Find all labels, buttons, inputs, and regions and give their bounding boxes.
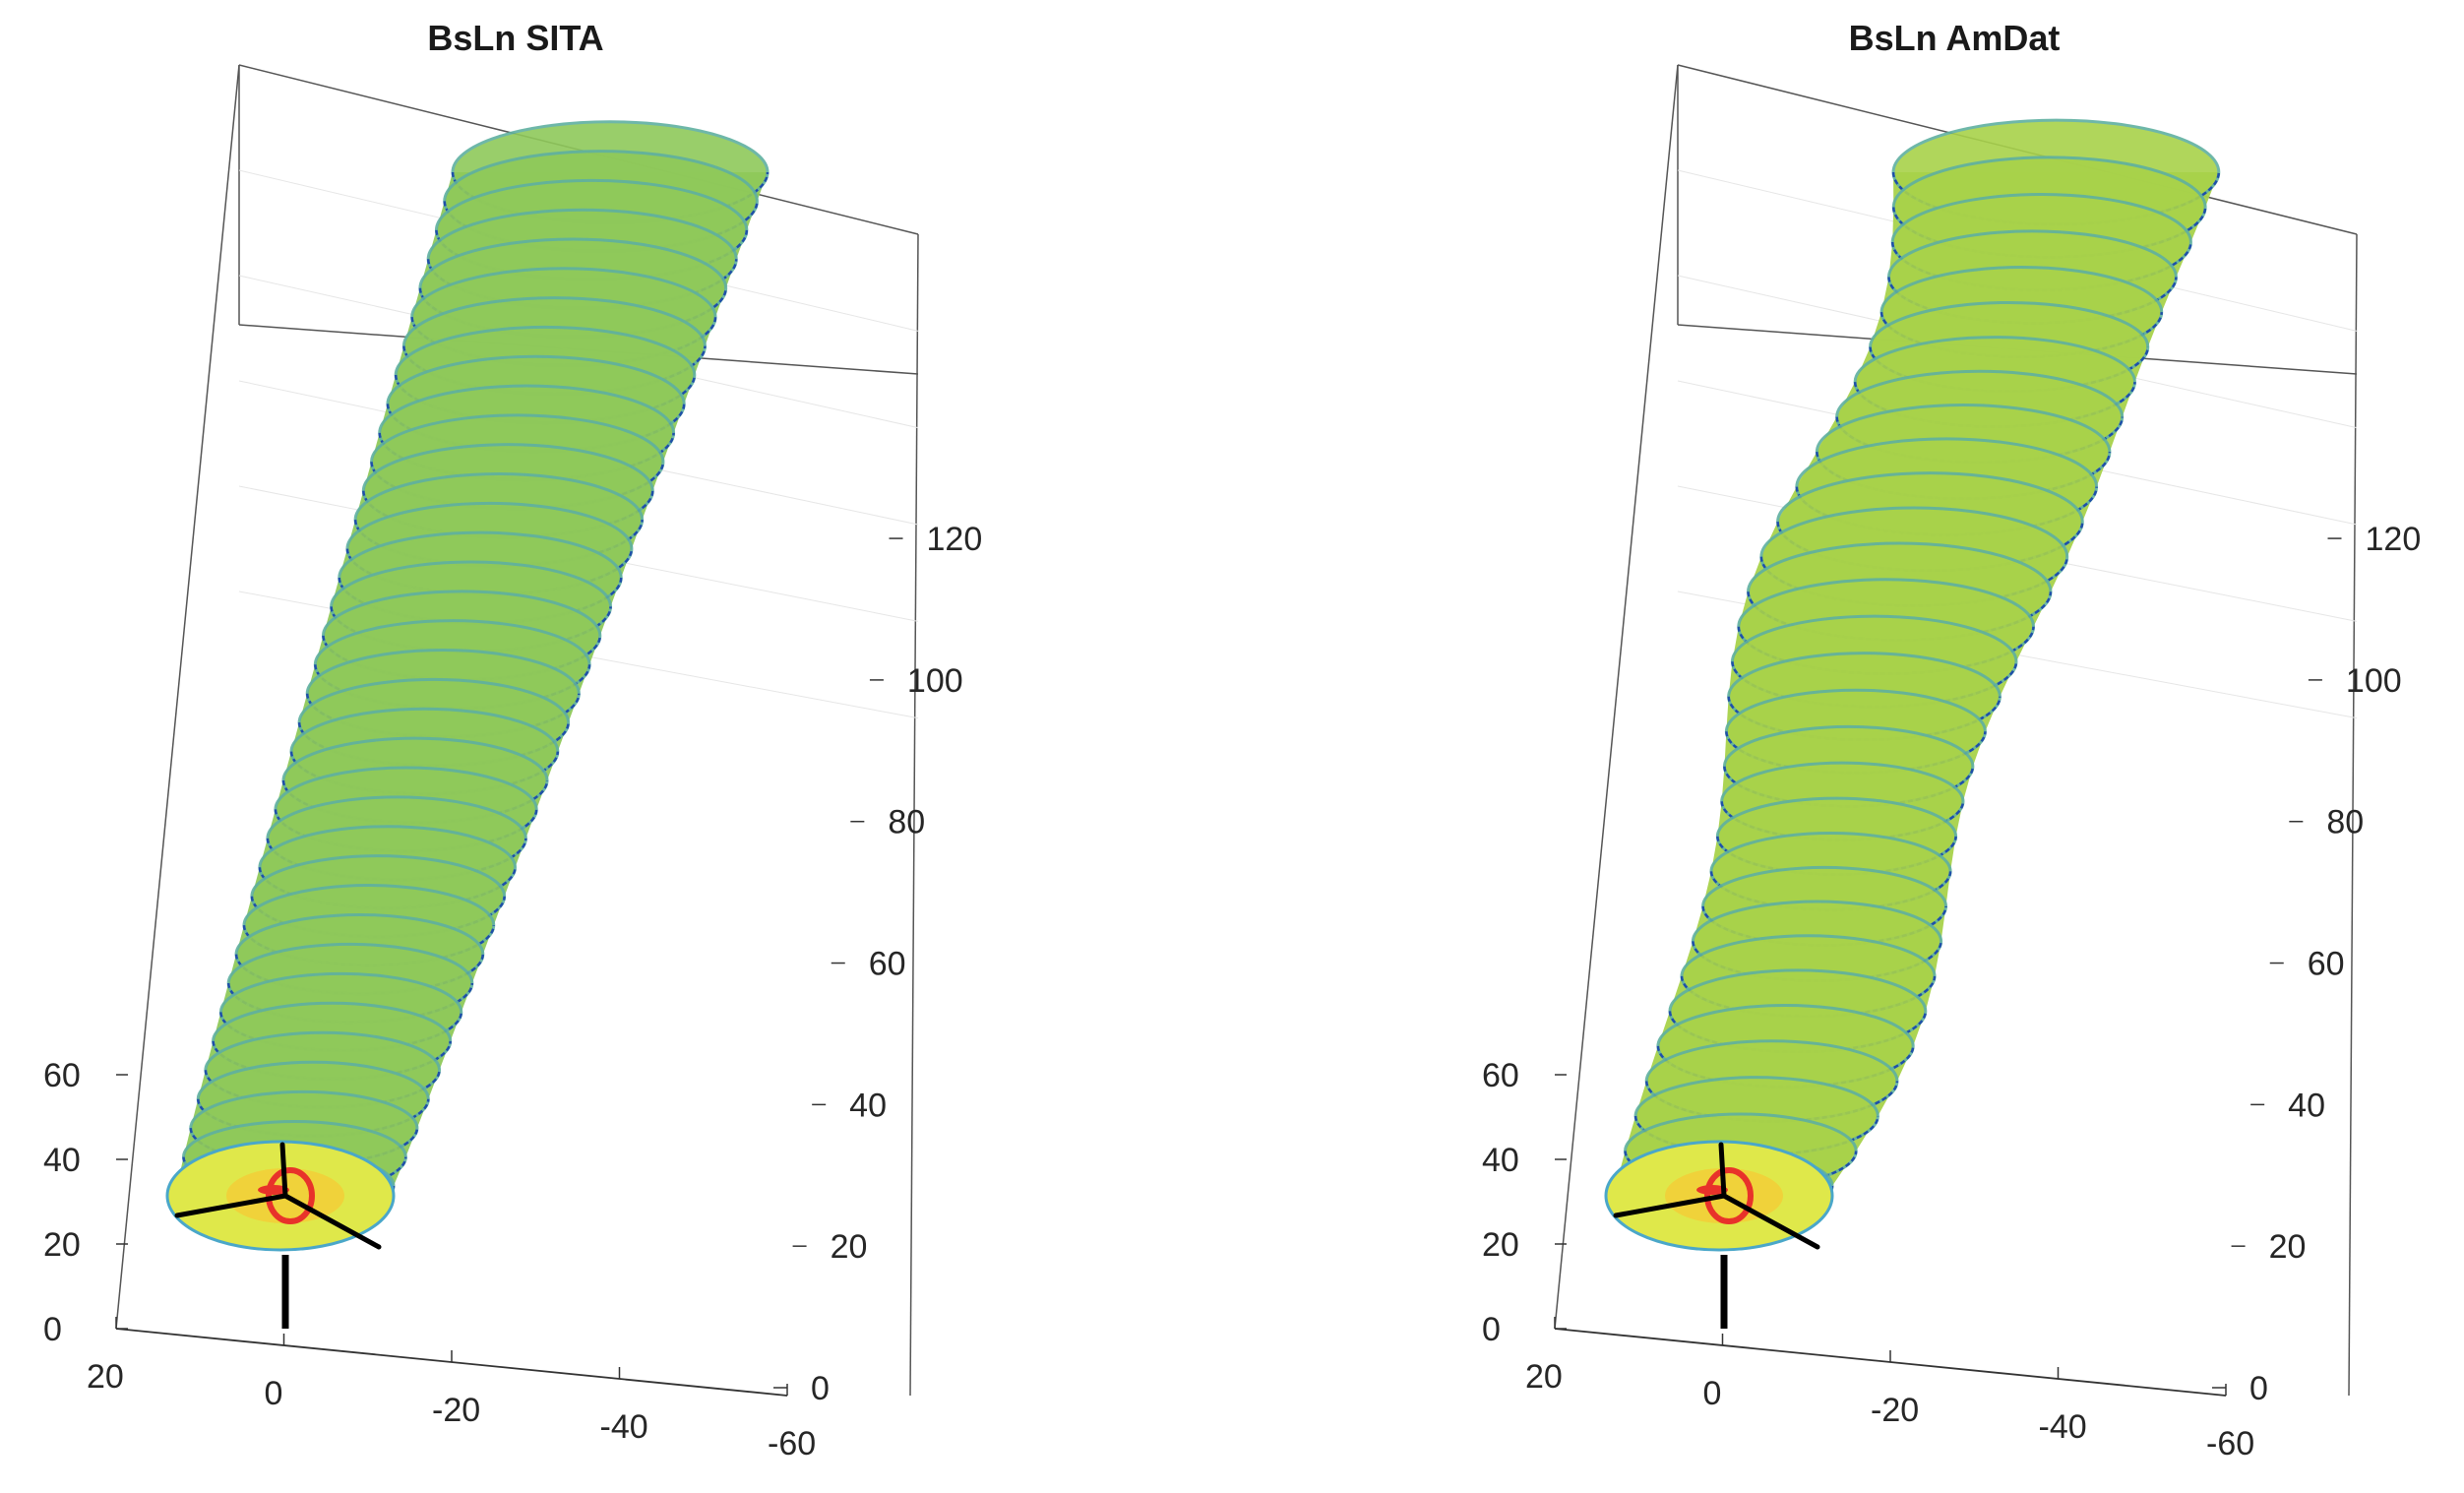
x-axis: 20 0 -20 -40 -60 (1525, 1317, 2254, 1462)
y-tick-label: 120 (2366, 521, 2422, 558)
y-tick-label: 40 (2288, 1087, 2325, 1124)
x-tick-label: -20 (1871, 1392, 1919, 1429)
rotor-blade (1613, 1193, 1727, 1218)
rotor-blade (282, 1193, 382, 1250)
z-tick-label: 60 (1482, 1057, 1519, 1094)
x-tick-label: 0 (1703, 1375, 1722, 1412)
x-tick-label: -40 (2039, 1408, 2087, 1446)
z-tick-label: 0 (43, 1311, 62, 1348)
rotor-core (1696, 1185, 1728, 1195)
y-tick-label: 60 (2308, 946, 2345, 983)
chart-title: BsLn AmDat (1848, 18, 2061, 58)
z-tick-label: 40 (1482, 1142, 1519, 1179)
x-tick-label: -60 (2206, 1425, 2254, 1462)
wake-ring-line (212, 1040, 452, 1081)
y-tick-label: 0 (2249, 1370, 2268, 1407)
wake-surface (1614, 118, 2221, 1222)
panel-right: BsLn AmDat 0 20 40 60 20 0 -20 -40 -60 0 20 40 60 80 1… (1232, 0, 2464, 1493)
z-tick-label: 0 (1482, 1311, 1501, 1348)
y-tick-label: 0 (811, 1370, 830, 1407)
y-tick-label: 120 (927, 521, 983, 558)
y-axis: 0 20 40 60 80 100 120 (773, 521, 982, 1407)
chart-svg: 0 20 40 60 20 0 -20 -40 -60 0 20 40 60 80 100 120 (43, 64, 982, 1462)
wake-ring-line (1716, 836, 1957, 876)
y-tick-label: 80 (888, 804, 925, 841)
rotor-blade (1718, 1142, 1727, 1199)
chart-svg: 0 20 40 60 20 0 -20 -40 -60 0 20 40 60 80 100 120 (1482, 64, 2421, 1462)
x-tick-label: -20 (432, 1392, 480, 1429)
y-tick-label: 100 (907, 662, 963, 700)
z-tick-label: 20 (1482, 1226, 1519, 1264)
rotor (1604, 1140, 1834, 1329)
wake-ring-line (1890, 242, 2192, 291)
x-axis: 20 0 -20 -40 -60 (87, 1317, 816, 1462)
x-tick-label: -40 (600, 1408, 648, 1446)
wake-ring-line (189, 1128, 419, 1166)
y-axis: 0 20 40 60 80 100 120 (2212, 521, 2421, 1407)
wake-surface (175, 120, 770, 1222)
y-tick-label: 20 (2269, 1228, 2307, 1266)
panel-left: BsLn SITA 0 20 40 60 20 0 -20 -40 -60 0 20 40 60 80 10… (43, 18, 982, 1462)
x-tick-label: 0 (265, 1375, 283, 1412)
rotor-blade (174, 1193, 288, 1218)
y-tick-label: 40 (849, 1087, 887, 1124)
rotor-core (258, 1185, 289, 1195)
chart-title: BsLn SITA (427, 18, 604, 58)
x-tick-label: 20 (87, 1358, 124, 1396)
rotor-blade (1721, 1193, 1820, 1250)
y-tick-label: 20 (831, 1228, 868, 1266)
y-tick-label: 100 (2346, 662, 2402, 700)
x-tick-label: 20 (1525, 1358, 1563, 1396)
rotor-core-ring (266, 1167, 315, 1224)
z-tick-label: 40 (43, 1142, 81, 1179)
z-tick-label: 20 (43, 1226, 81, 1264)
rotor-core-ring (1704, 1167, 1754, 1224)
z-axis: 0 20 40 60 (1482, 1057, 1567, 1348)
y-tick-label: 80 (2326, 804, 2364, 841)
box-edge-left (115, 64, 240, 1330)
z-axis: 0 20 40 60 (43, 1057, 128, 1348)
z-tick-label: 60 (43, 1057, 81, 1094)
rotor (165, 1140, 396, 1329)
y-tick-label: 60 (869, 946, 906, 983)
x-tick-label: -60 (768, 1425, 816, 1462)
box-edge-left (1554, 64, 1679, 1330)
rotor-blade (279, 1142, 288, 1199)
